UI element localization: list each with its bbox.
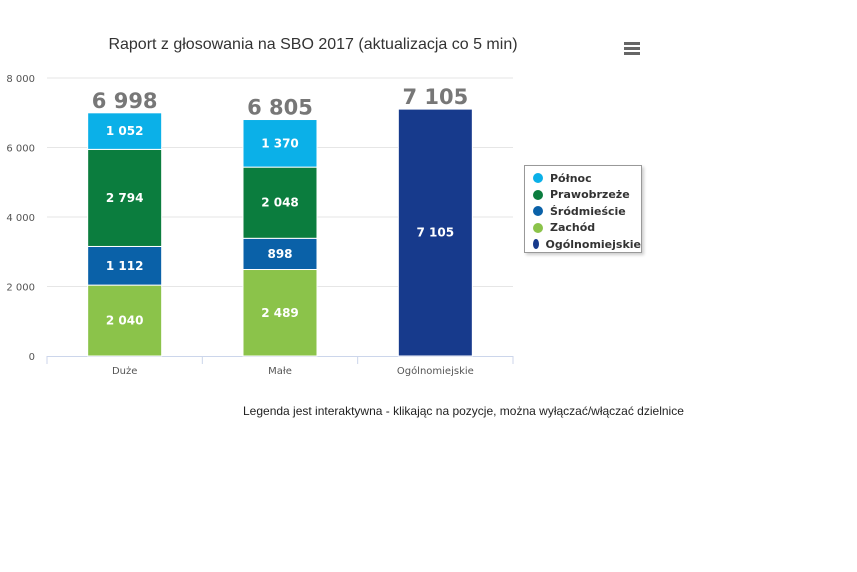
bar-segment[interactable]	[87, 245, 163, 286]
y-tick-label: 6 000	[6, 144, 35, 155]
x-tick-label: Ogólnomiejskie	[397, 365, 474, 377]
legend: Północ Prawobrzeże Śródmieście Zachód Ogólno…	[524, 165, 642, 253]
y-tick-label: 2 000	[6, 283, 35, 294]
total-label: 6 998	[92, 89, 158, 113]
bar-segment[interactable]	[242, 237, 318, 271]
legend-label: Śródmieście	[550, 204, 626, 218]
y-tick-label: 8 000	[6, 74, 35, 85]
legend-label: Ogólnomiejskie	[545, 237, 642, 251]
legend-dot-icon	[533, 173, 543, 184]
data-label: 2 048	[261, 196, 299, 210]
legend-item[interactable]: Śródmieście	[533, 203, 641, 220]
bar-segment[interactable]	[242, 269, 318, 357]
legend-item[interactable]: Zachód	[533, 220, 641, 237]
legend-label: Północ	[550, 171, 592, 185]
legend-dot-icon	[533, 222, 543, 233]
legend-item[interactable]: Ogólnomiejskie	[533, 236, 641, 253]
bar-segment[interactable]	[397, 108, 473, 357]
legend-label: Prawobrzeże	[550, 188, 630, 202]
data-label: 1 052	[106, 124, 144, 138]
data-label: 1 370	[261, 136, 299, 150]
data-label: 2 489	[261, 306, 299, 320]
data-label: 898	[267, 247, 292, 261]
x-tick-label: Duże	[112, 366, 137, 377]
y-tick-label: 4 000	[6, 213, 35, 224]
legend-dot-icon	[533, 239, 539, 250]
chart-title: Raport z głosowania na SBO 2017 (aktuali…	[108, 36, 518, 53]
bar-segment[interactable]	[242, 166, 318, 239]
bar-segment[interactable]	[242, 119, 318, 168]
y-tick-label: 0	[29, 352, 35, 363]
legend-item[interactable]: Prawobrzeże	[533, 187, 641, 204]
hamburger-icon[interactable]	[624, 42, 640, 56]
bar-segment[interactable]	[87, 284, 163, 357]
data-label: 1 112	[106, 259, 144, 273]
data-label: 2 040	[106, 314, 144, 328]
legend-item[interactable]: Północ	[533, 170, 641, 187]
data-label: 7 105	[417, 226, 455, 240]
total-label: 6 805	[247, 96, 313, 120]
legend-dot-icon	[533, 189, 543, 200]
total-label: 7 105	[402, 85, 468, 109]
data-label: 2 794	[106, 191, 144, 205]
legend-label: Zachód	[550, 221, 596, 235]
bar-segment[interactable]	[87, 112, 163, 150]
x-tick-label: Małe	[268, 366, 292, 377]
bar-segment[interactable]	[87, 148, 163, 247]
legend-dot-icon	[533, 206, 543, 217]
legend-note: Legenda jest interaktywna - klikając na …	[243, 404, 684, 418]
